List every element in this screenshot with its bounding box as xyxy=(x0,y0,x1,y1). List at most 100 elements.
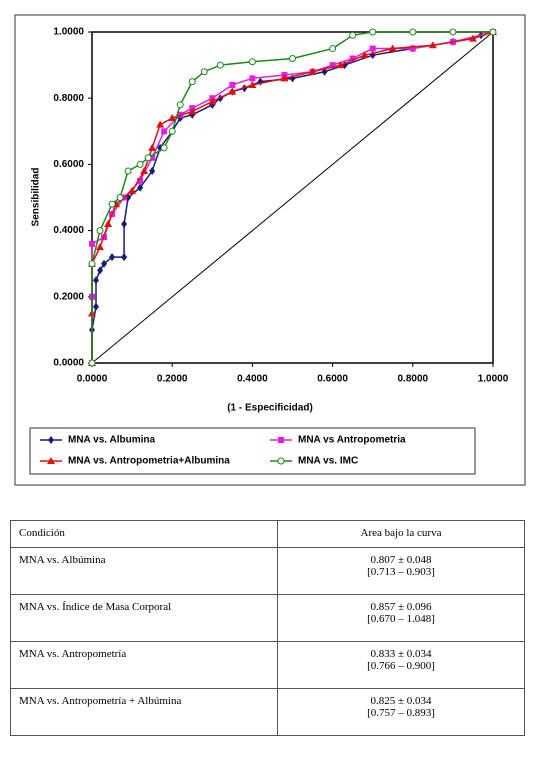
legend-label: MNA vs. Antropometria+Albumina xyxy=(68,456,230,467)
marker xyxy=(208,97,217,105)
value-cell: 0.825 ± 0.034 [0.757 – 0.893] xyxy=(277,688,525,736)
marker xyxy=(176,101,184,109)
table-row: MNA vs. Antropometría + Albúmina 0.825 ± … xyxy=(10,688,525,736)
legend-marker xyxy=(277,457,285,465)
marker xyxy=(249,75,256,82)
cell-text: Area bajo la curva xyxy=(360,527,442,539)
marker xyxy=(137,177,144,184)
cell-text: 0.807 ± 0.048 xyxy=(370,554,432,566)
marker xyxy=(280,74,289,82)
cell-text: MNA vs. Antropometría xyxy=(19,648,127,660)
legend-label: MNA vs. Albumina xyxy=(68,435,155,446)
header-cell: Condición xyxy=(10,520,278,548)
marker xyxy=(336,61,345,69)
marker xyxy=(409,28,417,36)
legend-label: MNA vs Antropometria xyxy=(298,435,406,446)
cell-text: [0.766 – 0.900] xyxy=(367,660,435,672)
legend-marker xyxy=(48,436,54,444)
marker xyxy=(449,28,457,36)
reference-line xyxy=(91,31,494,364)
marker xyxy=(216,61,224,69)
condition-cell: MNA vs. Antropometría + Albúmina xyxy=(10,688,278,736)
cell-text: 0.833 ± 0.034 xyxy=(370,648,432,660)
y-tick-label: 0.6000 xyxy=(53,159,84,170)
y-tick-label: 0.4000 xyxy=(53,225,84,236)
marker xyxy=(428,41,437,49)
y-tick-label: 0.0000 xyxy=(53,358,84,369)
marker xyxy=(248,80,257,88)
value-cell: 0.857 ± 0.096 [0.670 – 1.048] xyxy=(277,594,525,642)
series-line xyxy=(91,31,493,363)
marker xyxy=(188,78,196,86)
table-row: MNA vs. Albúmina 0.807 ± 0.048 [0.713 – 0.… xyxy=(10,547,525,595)
value-cell: 0.833 ± 0.034 [0.766 – 0.900] xyxy=(277,641,525,689)
marker xyxy=(88,260,96,268)
cell-text: [0.670 – 1.048] xyxy=(367,613,435,625)
marker xyxy=(101,259,108,268)
legend-marker xyxy=(278,437,284,443)
legend-frame xyxy=(29,427,476,475)
x-tick-label: 0.0000 xyxy=(77,374,108,385)
marker xyxy=(97,266,104,275)
marker xyxy=(289,54,296,62)
x-tick-label: 0.8000 xyxy=(398,374,429,385)
chart: (1 - Especificidad) Sensibilidad 0.0000 0… xyxy=(14,14,526,486)
marker xyxy=(104,219,113,227)
marker xyxy=(229,81,236,88)
marker xyxy=(89,240,95,247)
y-tick-label: 1.0000 xyxy=(53,27,84,38)
marker xyxy=(329,45,337,53)
marker xyxy=(360,51,369,59)
marker xyxy=(96,243,105,251)
marker xyxy=(88,359,96,367)
marker xyxy=(109,253,116,262)
marker xyxy=(156,120,165,128)
condition-cell: MNA vs. Antropometría xyxy=(10,641,278,689)
marker xyxy=(121,253,128,262)
marker xyxy=(116,194,124,201)
marker xyxy=(149,154,156,161)
marker xyxy=(161,128,168,135)
marker xyxy=(144,154,152,162)
y-axis-label: Sensibilidad xyxy=(31,168,42,227)
marker xyxy=(369,28,377,36)
marker xyxy=(228,87,237,95)
legend-label: MNA vs. IMC xyxy=(298,456,358,467)
cell-text: MNA vs. Albúmina xyxy=(19,554,106,566)
marker xyxy=(168,114,177,122)
marker xyxy=(188,107,197,115)
marker xyxy=(128,186,137,194)
marker xyxy=(124,167,132,175)
marker xyxy=(468,34,477,42)
condition-cell: MNA vs. Albúmina xyxy=(10,547,278,595)
marker xyxy=(248,58,256,66)
y-tick-label: 0.2000 xyxy=(53,291,84,302)
marker xyxy=(121,219,128,228)
cell-text: 0.857 ± 0.096 xyxy=(370,601,432,613)
marker xyxy=(93,302,100,311)
marker xyxy=(136,160,144,168)
marker xyxy=(137,183,144,192)
x-tick-label: 0.2000 xyxy=(157,374,188,385)
table-row: MNA vs. Antropometría 0.833 ± 0.034 [0.766… xyxy=(10,641,525,689)
marker xyxy=(329,62,336,69)
marker xyxy=(308,67,317,75)
cell-text: 0.825 ± 0.034 xyxy=(370,695,432,707)
cell-text: [0.757 – 0.893] xyxy=(367,707,435,719)
cell-text: [0.713 – 0.903] xyxy=(367,566,435,578)
cell-text: MNA vs. Índice de Masa Corporal xyxy=(19,601,172,613)
legend-marker xyxy=(47,457,55,464)
marker xyxy=(149,167,156,176)
marker xyxy=(148,143,157,151)
marker xyxy=(140,167,149,175)
marker xyxy=(93,276,100,285)
marker xyxy=(349,31,357,39)
marker xyxy=(409,45,416,52)
marker xyxy=(160,144,168,152)
marker xyxy=(349,55,356,62)
x-axis-label: (1 - Especificidad) xyxy=(227,403,313,414)
table: Condición Area bajo la curva MNA vs. Albúm… xyxy=(10,520,525,736)
condition-cell: MNA vs. Índice de Masa Corporal xyxy=(10,594,278,642)
marker xyxy=(168,127,176,135)
